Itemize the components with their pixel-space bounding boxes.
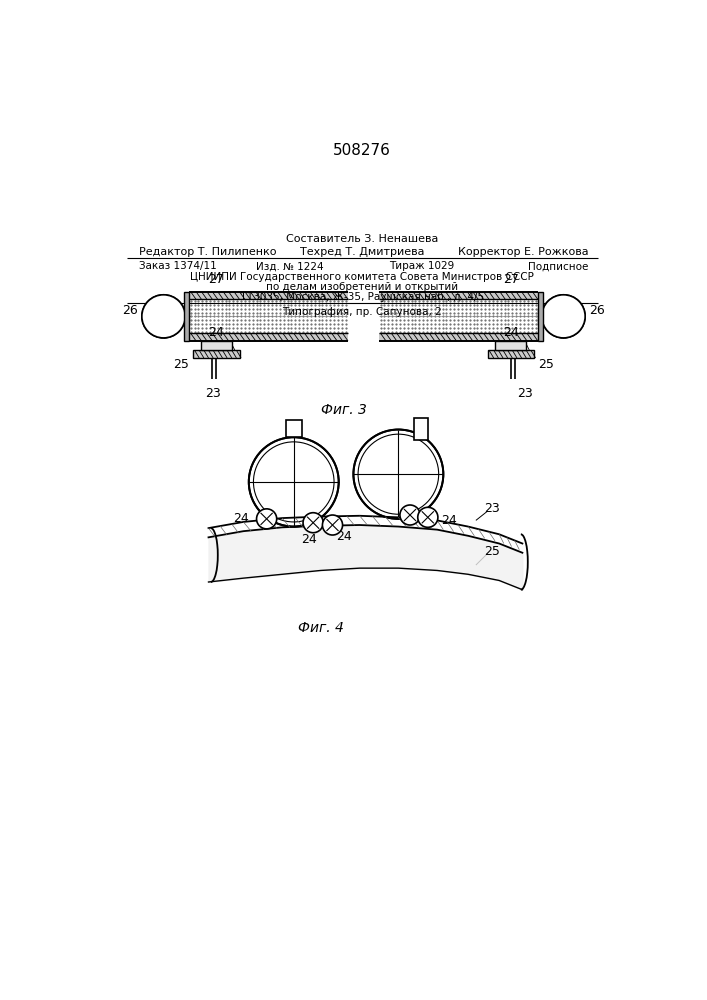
Circle shape	[303, 513, 323, 533]
Text: 24: 24	[301, 533, 317, 546]
Bar	[379, 292, 538, 299]
Text: Фиг. 3: Фиг. 3	[321, 403, 367, 417]
Circle shape	[322, 515, 343, 535]
Circle shape	[542, 295, 585, 338]
Circle shape	[249, 437, 339, 527]
Bar	[201, 341, 232, 350]
Text: 27: 27	[503, 273, 519, 286]
Bar	[189, 333, 348, 341]
Text: Подписное: Подписное	[528, 261, 588, 271]
Text: Тираж 1029: Тираж 1029	[389, 261, 455, 271]
Text: Изд. № 1224: Изд. № 1224	[256, 261, 324, 271]
Text: 25: 25	[173, 358, 189, 371]
Bar	[538, 308, 542, 325]
Bar	[286, 420, 301, 437]
Text: 24: 24	[503, 326, 519, 339]
Text: Типография, пр. Сапунова, 2: Типография, пр. Сапунова, 2	[282, 307, 442, 317]
Circle shape	[257, 509, 276, 529]
Text: ЦНИИПИ Государственного комитета Совета Министров СССР: ЦНИИПИ Государственного комитета Совета …	[190, 272, 534, 282]
Text: Фиг. 4: Фиг. 4	[298, 620, 344, 635]
Bar	[538, 292, 542, 341]
Bar	[414, 418, 428, 440]
Bar	[379, 333, 538, 341]
Bar	[193, 350, 240, 358]
Text: 113035, Москва, Ж-35, Раушская наб., д. 4/5: 113035, Москва, Ж-35, Раушская наб., д. …	[240, 292, 484, 302]
Circle shape	[418, 507, 438, 527]
Bar	[189, 292, 348, 299]
Text: 508276: 508276	[333, 143, 391, 158]
Circle shape	[142, 295, 185, 338]
Text: 26: 26	[122, 304, 138, 317]
Text: 25: 25	[484, 545, 500, 558]
Bar	[488, 350, 534, 358]
Text: Редактор Т. Пилипенко: Редактор Т. Пилипенко	[139, 247, 276, 257]
Text: 27: 27	[209, 273, 224, 286]
Circle shape	[354, 430, 443, 519]
Text: по делам изобретений и открытий: по делам изобретений и открытий	[266, 282, 458, 292]
Text: Составитель З. Ненашева: Составитель З. Ненашева	[286, 234, 438, 244]
Text: 24: 24	[209, 326, 224, 339]
Text: Корректор Е. Рожкова: Корректор Е. Рожкова	[457, 247, 588, 257]
Bar	[185, 308, 189, 325]
Text: 24: 24	[233, 512, 249, 525]
Text: 23: 23	[484, 502, 499, 515]
Text: 23: 23	[204, 387, 221, 400]
Bar	[495, 341, 526, 350]
Text: 23: 23	[517, 387, 532, 400]
Text: 26: 26	[589, 304, 604, 317]
Text: 24: 24	[441, 514, 457, 527]
Circle shape	[400, 505, 420, 525]
Text: Заказ 1374/11: Заказ 1374/11	[139, 261, 216, 271]
Text: 24: 24	[337, 530, 352, 543]
Text: 25: 25	[538, 358, 554, 371]
Text: Техред Т. Дмитриева: Техред Т. Дмитриева	[300, 247, 424, 257]
Bar	[185, 292, 189, 341]
